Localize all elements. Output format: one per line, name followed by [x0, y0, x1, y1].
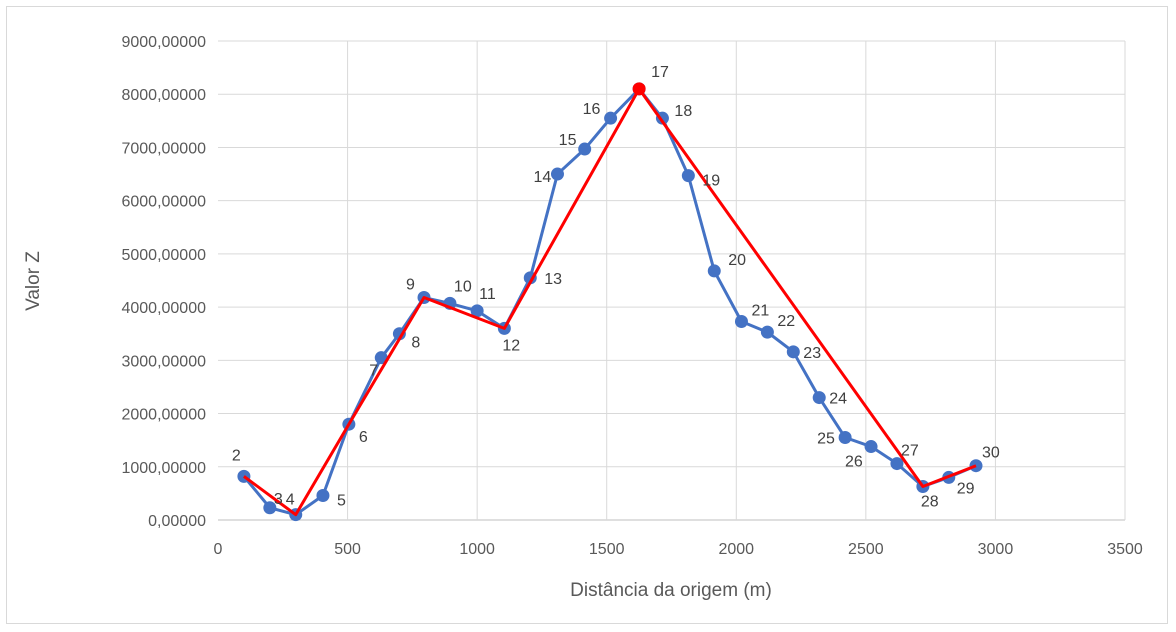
- point-label: 29: [957, 480, 975, 497]
- point-label: 28: [921, 493, 939, 510]
- data-point-marker: [392, 327, 406, 341]
- point-label: 23: [803, 345, 821, 362]
- data-point-marker: [890, 457, 904, 471]
- x-tick-label: 3000: [978, 541, 1014, 558]
- point-label: 10: [454, 278, 472, 295]
- data-point-marker: [681, 169, 695, 183]
- y-axis-title: Valor Z: [23, 251, 44, 311]
- point-label: 30: [982, 445, 1000, 462]
- point-label: 25: [817, 431, 835, 448]
- point-label: 9: [406, 277, 415, 294]
- y-tick-label: 3000,00000: [121, 353, 206, 370]
- point-label: 16: [583, 101, 601, 118]
- data-point-marker: [550, 167, 564, 181]
- x-tick-label: 2000: [718, 541, 754, 558]
- y-tick-labels: 0,00000 1000,00000 2000,00000 3000,00000 400…: [121, 34, 206, 530]
- point-label: 2: [232, 447, 241, 464]
- point-label: 19: [702, 173, 720, 190]
- x-axis-title: Distância da origem (m): [570, 580, 772, 601]
- point-label: 17: [651, 64, 669, 81]
- point-label: 8: [411, 335, 420, 352]
- y-tick-label: 8000,00000: [121, 87, 206, 104]
- y-tick-label: 6000,00000: [121, 194, 206, 211]
- point-label: 13: [544, 271, 562, 288]
- x-tick-label: 500: [334, 541, 361, 558]
- x-tick-label: 1500: [589, 541, 625, 558]
- data-point-marker: [760, 325, 774, 339]
- data-point-marker: [812, 391, 826, 405]
- point-label: 15: [559, 132, 577, 149]
- data-point-marker: [316, 489, 330, 503]
- y-tick-label: 1000,00000: [121, 460, 206, 477]
- chart-frame: [6, 6, 1168, 624]
- y-tick-label: 9000,00000: [121, 34, 206, 51]
- data-point-marker: [604, 111, 618, 125]
- point-label: 5: [337, 493, 346, 510]
- point-label: 20: [728, 252, 746, 269]
- point-label: 7: [369, 363, 378, 380]
- x-tick-label: 1000: [459, 541, 495, 558]
- data-point-marker: [470, 304, 484, 318]
- series-markers: [237, 82, 983, 522]
- point-label: 14: [533, 169, 551, 186]
- point-label: 26: [845, 454, 863, 471]
- y-tick-label: 7000,00000: [121, 140, 206, 157]
- point-label: 6: [359, 429, 368, 446]
- x-tick-label: 2500: [848, 541, 884, 558]
- point-label: 22: [777, 313, 795, 330]
- point-label: 27: [901, 443, 919, 460]
- y-tick-label: 4000,00000: [121, 300, 206, 317]
- data-point-marker: [838, 431, 852, 445]
- data-point-marker: [374, 351, 388, 365]
- y-tick-label: 5000,00000: [121, 247, 206, 264]
- peak-marker: [632, 82, 646, 96]
- series-line-trend: [243, 87, 977, 517]
- point-label: 3: [274, 491, 283, 508]
- horizontal-gridlines: [218, 40, 1125, 521]
- point-label: 12: [502, 337, 520, 354]
- point-label: 11: [479, 286, 496, 303]
- x-tick-labels: 0 500 1000 1500 2000 2500 3000 3500: [214, 541, 1143, 558]
- point-label: 18: [674, 103, 692, 120]
- y-tick-label: 0,00000: [148, 513, 206, 530]
- series-trend: [243, 82, 977, 517]
- data-point-marker: [578, 142, 592, 156]
- data-point-marker: [786, 345, 800, 359]
- point-label: 4: [286, 492, 295, 509]
- x-tick-label: 3500: [1107, 541, 1143, 558]
- point-label: 24: [829, 391, 847, 408]
- x-tick-label: 0: [214, 541, 223, 558]
- point-label: 21: [751, 302, 769, 319]
- data-point-marker: [864, 440, 878, 454]
- data-point-marker: [707, 264, 721, 278]
- data-point-marker: [263, 501, 277, 515]
- y-tick-label: 2000,00000: [121, 407, 206, 424]
- data-point-marker: [734, 314, 748, 328]
